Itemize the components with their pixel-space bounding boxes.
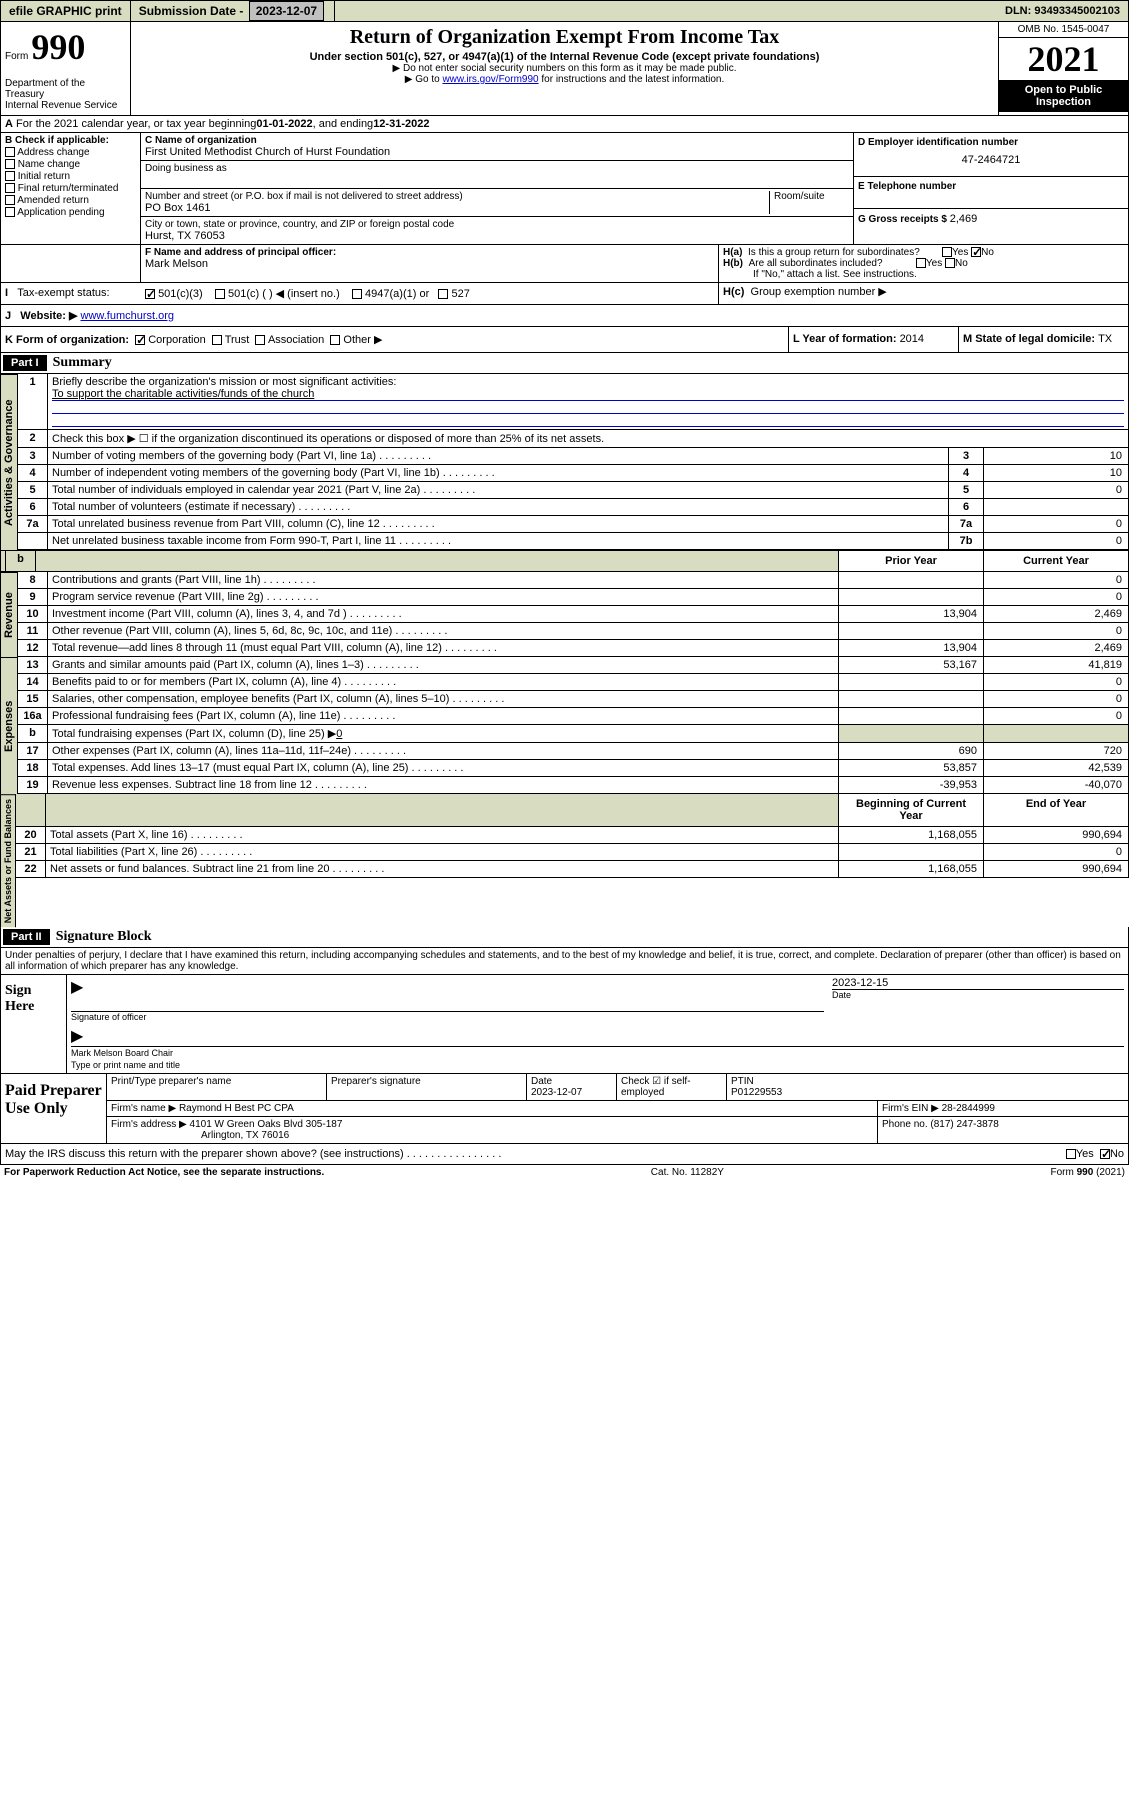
gov-row: Net unrelated business taxable income fr… xyxy=(18,533,1129,550)
data-row: 15 Salaries, other compensation, employe… xyxy=(18,691,1129,708)
row-k-l-m: K Form of organization: Corporation Trus… xyxy=(0,327,1129,353)
top-bar: efile GRAPHIC print Submission Date - 20… xyxy=(0,0,1129,22)
data-row: 22 Net assets or fund balances. Subtract… xyxy=(16,861,1129,878)
form-number: 990 xyxy=(31,27,85,67)
data-row: 12 Total revenue—add lines 8 through 11 … xyxy=(18,640,1129,657)
officer-name: Mark Melson xyxy=(145,258,714,270)
line-a: A For the 2021 calendar year, or tax yea… xyxy=(0,116,1129,133)
part-2-header: Part II Signature Block xyxy=(0,927,1129,948)
data-row: 9 Program service revenue (Part VIII, li… xyxy=(18,589,1129,606)
gov-row: 5 Total number of individuals employed i… xyxy=(18,482,1129,499)
state-domicile: TX xyxy=(1098,333,1112,345)
row-i: I Tax-exempt status: 501(c)(3) 501(c) ( … xyxy=(0,283,1129,305)
org-name: First United Methodist Church of Hurst F… xyxy=(145,146,849,158)
gross-receipts: 2,469 xyxy=(950,213,978,225)
gov-row: 7a Total unrelated business revenue from… xyxy=(18,516,1129,533)
form-title: Return of Organization Exempt From Incom… xyxy=(139,26,990,49)
data-row: 14 Benefits paid to or for members (Part… xyxy=(18,674,1129,691)
firm-ein: 28-2844999 xyxy=(942,1103,995,1114)
gov-row: 6 Total number of volunteers (estimate i… xyxy=(18,499,1129,516)
org-city: Hurst, TX 76053 xyxy=(145,230,849,242)
data-row: 11 Other revenue (Part VIII, column (A),… xyxy=(18,623,1129,640)
tax-year-end: 12-31-2022 xyxy=(373,118,429,130)
perjury-declaration: Under penalties of perjury, I declare th… xyxy=(0,948,1129,975)
data-row: 21 Total liabilities (Part X, line 26) 0 xyxy=(16,844,1129,861)
officer-sig-name: Mark Melson Board Chair xyxy=(71,1048,173,1058)
part-1-header: Part I Summary xyxy=(0,353,1129,374)
dept-label: Department of the Treasury Internal Reve… xyxy=(5,78,126,111)
org-address: PO Box 1461 xyxy=(145,202,769,214)
org-info-block: B Check if applicable: Address change Na… xyxy=(0,133,1129,245)
open-public-badge: Open to Public Inspection xyxy=(999,80,1128,112)
data-row: 18 Total expenses. Add lines 13–17 (must… xyxy=(18,760,1129,777)
data-row: 8 Contributions and grants (Part VIII, l… xyxy=(18,572,1129,589)
section-governance: Activities & Governance xyxy=(0,374,18,550)
form-subtitle: Under section 501(c), 527, or 4947(a)(1)… xyxy=(139,51,990,63)
data-row: 10 Investment income (Part VIII, column … xyxy=(18,606,1129,623)
year-formation: 2014 xyxy=(900,333,924,345)
omb-number: OMB No. 1545-0047 xyxy=(999,22,1128,38)
ein: 47-2464721 xyxy=(858,148,1124,172)
firm-address: 4101 W Green Oaks Blvd 305-187 xyxy=(190,1119,343,1130)
sign-here-block: Sign Here ▶ Signature of officer 2023-12… xyxy=(0,975,1129,1074)
gov-row: 3 Number of voting members of the govern… xyxy=(18,448,1129,465)
tax-year-begin: 01-01-2022 xyxy=(256,118,312,130)
data-row: 20 Total assets (Part X, line 16) 1,168,… xyxy=(16,827,1129,844)
ptin: P01229553 xyxy=(731,1087,782,1098)
submission-date: Submission Date - 2023-12-07 xyxy=(131,1,335,21)
tax-year: 2021 xyxy=(999,38,1128,80)
section-revenue: Revenue xyxy=(0,572,18,657)
instr-1: ▶ Do not enter social security numbers o… xyxy=(139,63,990,74)
dln-label: DLN: 93493345002103 xyxy=(997,2,1128,20)
row-f-h: F Name and address of principal officer:… xyxy=(0,245,1129,283)
submission-date-value: 2023-12-07 xyxy=(249,1,324,21)
data-row: 13 Grants and similar amounts paid (Part… xyxy=(18,657,1129,674)
row-j: J Website: ▶ www.fumchurst.org xyxy=(0,305,1129,327)
data-row: 19 Revenue less expenses. Subtract line … xyxy=(18,777,1129,794)
form-word: Form xyxy=(5,51,28,62)
firm-name: Raymond H Best PC CPA xyxy=(179,1103,294,1114)
discuss-row: May the IRS discuss this return with the… xyxy=(0,1144,1129,1165)
section-expenses: Expenses xyxy=(0,657,18,794)
data-row: 17 Other expenses (Part IX, column (A), … xyxy=(18,743,1129,760)
form-header: Form 990 Department of the Treasury Inte… xyxy=(0,22,1129,116)
col-b-checkboxes: B Check if applicable: Address change Na… xyxy=(1,133,141,244)
efile-label: efile GRAPHIC print xyxy=(1,1,131,21)
instr-2: ▶ Go to www.irs.gov/Form990 for instruct… xyxy=(139,74,990,85)
website-link[interactable]: www.fumchurst.org xyxy=(81,310,175,322)
footer: For Paperwork Reduction Act Notice, see … xyxy=(0,1165,1129,1180)
firm-phone: (817) 247-3878 xyxy=(930,1119,998,1130)
section-net-assets: Net Assets or Fund Balances xyxy=(0,794,16,927)
mission-text: To support the charitable activities/fun… xyxy=(52,388,314,400)
paid-preparer-block: Paid Preparer Use Only Print/Type prepar… xyxy=(0,1074,1129,1144)
prep-date: 2023-12-07 xyxy=(531,1087,582,1098)
sig-date: 2023-12-15 xyxy=(832,977,1124,989)
irs-link[interactable]: www.irs.gov/Form990 xyxy=(442,74,538,85)
data-row: 16a Professional fundraising fees (Part … xyxy=(18,708,1129,725)
gov-row: 4 Number of independent voting members o… xyxy=(18,465,1129,482)
